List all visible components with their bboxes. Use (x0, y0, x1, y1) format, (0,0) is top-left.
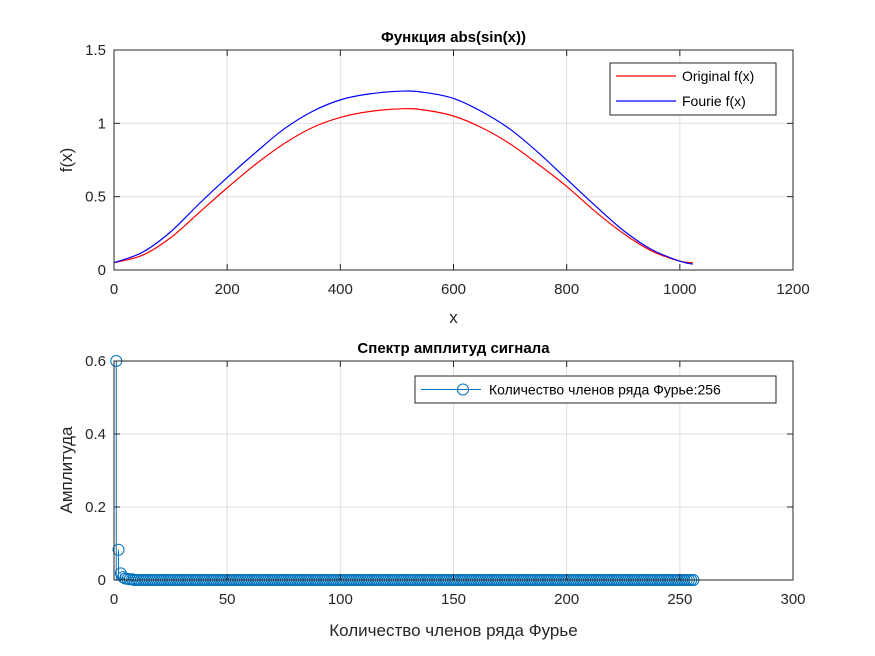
axes-1-legend: Original f(x) Fourie f(x) (609, 62, 777, 116)
y-tick-label: 1.5 (85, 42, 106, 59)
x-tick-label: 1200 (776, 281, 809, 298)
axes-2-ylabel: Амплитуда (57, 426, 76, 513)
x-tick-label: 200 (215, 281, 240, 298)
y-tick-label: 0.6 (85, 353, 106, 370)
axes-2-xlabel: Количество членов ряда Фурье (329, 621, 577, 640)
axes-1-xticks: 0 200 400 600 800 1000 1200 (110, 50, 810, 298)
axes-1-ylabel: f(x) (57, 148, 76, 173)
legend-2-swatch-marker (457, 383, 469, 396)
x-tick-label: 1000 (663, 281, 696, 298)
x-tick-label: 150 (441, 591, 466, 608)
x-tick-label: 0 (110, 591, 118, 608)
x-tick-label: 250 (667, 591, 692, 608)
x-tick-label: 50 (219, 591, 236, 608)
axes-1-lines (113, 90, 693, 265)
legend-1-label-original: Original f(x) (682, 68, 754, 84)
series-original-line (113, 108, 693, 264)
x-tick-label: 300 (780, 591, 805, 608)
x-tick-label: 200 (554, 591, 579, 608)
axes-1-title: Функция abs(sin(x)) (381, 29, 526, 46)
series-fourie-line (113, 90, 693, 265)
axes-2-legend: Количество членов ряда Фурье:256 (414, 375, 777, 404)
x-tick-label: 400 (328, 281, 353, 298)
axes-2-title: Спектр амплитуд сигнала (357, 340, 550, 357)
x-tick-label: 100 (328, 591, 353, 608)
plot-spectrum: 0 50 100 150 200 250 300 0 0.2 0.4 0.6 Спектр амп… (57, 340, 806, 640)
stem-marker (112, 543, 125, 556)
x-tick-label: 0 (110, 281, 118, 298)
axes-2-yticks: 0 0.2 0.4 0.6 (85, 353, 793, 589)
y-tick-label: 0.5 (85, 189, 106, 206)
y-tick-label: 0 (98, 572, 106, 589)
x-tick-label: 600 (441, 281, 466, 298)
axes-1-yticks: 0 0.5 1 1.5 (85, 42, 793, 279)
x-tick-label: 800 (554, 281, 579, 298)
y-tick-label: 1 (98, 115, 106, 132)
y-tick-label: 0.4 (85, 426, 106, 443)
axes-2-xticks: 0 50 100 150 200 250 300 (110, 361, 806, 608)
y-tick-label: 0 (98, 262, 106, 279)
axes-1-xlabel: x (449, 308, 458, 327)
plot-function: 0 200 400 600 800 1000 1200 0 0.5 1 1.5 Функция a… (57, 29, 810, 327)
legend-1-label-fourie: Fourie f(x) (682, 93, 746, 109)
legend-1-box (609, 62, 777, 116)
y-tick-label: 0.2 (85, 499, 106, 516)
legend-2-label: Количество членов ряда Фурье:256 (489, 382, 721, 398)
